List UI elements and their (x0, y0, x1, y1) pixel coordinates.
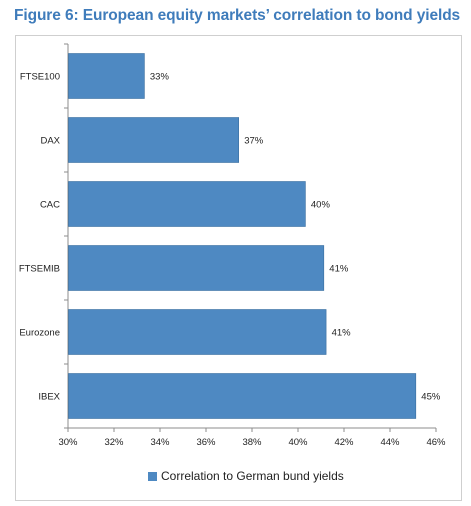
data-label: 40% (311, 200, 331, 211)
x-tick-label: 30% (58, 437, 78, 448)
data-label: 41% (332, 328, 352, 339)
x-tick-label: 32% (104, 437, 124, 448)
category-label: Eurozone (19, 328, 60, 339)
category-label: IBEX (38, 392, 60, 403)
x-tick-label: 46% (426, 437, 446, 448)
bar (68, 181, 306, 227)
category-label: FTSE100 (20, 72, 60, 83)
chart-legend: Correlation to German bund yields (148, 469, 344, 483)
x-tick-label: 38% (242, 437, 262, 448)
x-tick-label: 40% (288, 437, 308, 448)
x-tick-label: 44% (380, 437, 400, 448)
bar (68, 373, 417, 419)
x-tick-label: 34% (150, 437, 170, 448)
legend-swatch (148, 471, 157, 481)
legend-label: Correlation to German bund yields (161, 469, 344, 483)
chart-frame (15, 35, 462, 501)
data-label: 41% (329, 264, 349, 275)
bar (68, 309, 327, 355)
x-tick-label: 36% (196, 437, 216, 448)
category-label: CAC (40, 200, 60, 211)
bar (68, 117, 239, 163)
labels-group: FTSE100 33% DAX 37% CAC 40% FTSEMIB 41% Eurozone… (19, 72, 441, 403)
data-label: 33% (150, 72, 170, 83)
category-label: DAX (40, 136, 60, 147)
data-label: 45% (421, 392, 441, 403)
bar (68, 245, 325, 291)
data-label: 37% (244, 136, 264, 147)
x-tick-label: 42% (334, 437, 354, 448)
bar (68, 53, 145, 99)
category-label: FTSEMIB (19, 264, 60, 275)
chart-axes: 30% 32% 34% 36% 38% 40% 42% 44% 46% (58, 43, 446, 448)
figure-title: Figure 6: European equity markets’ corre… (14, 7, 461, 24)
bars-group (68, 53, 417, 419)
